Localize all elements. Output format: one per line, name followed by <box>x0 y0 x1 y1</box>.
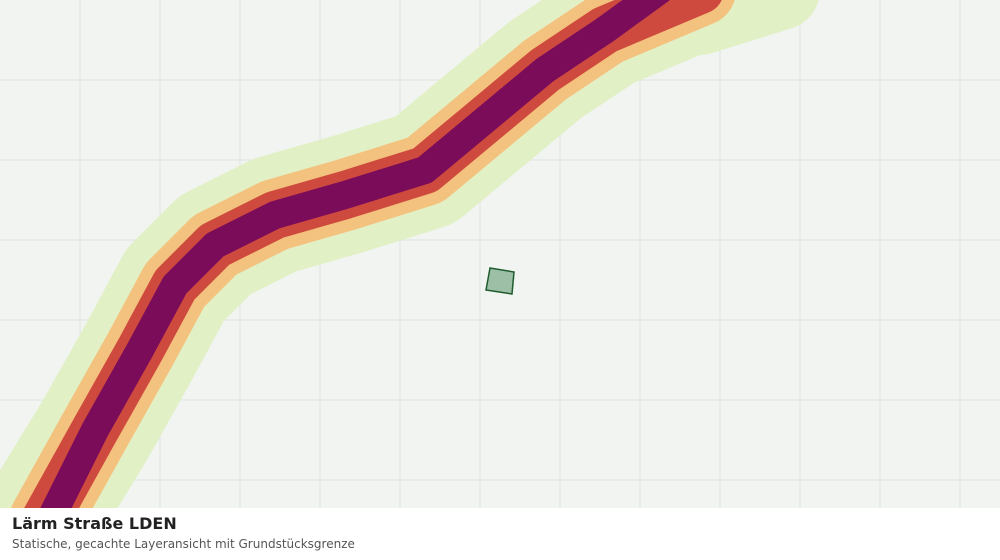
map-subtitle: Statische, gecachte Layeransicht mit Gru… <box>12 537 355 551</box>
noise-band-very-high <box>40 0 670 508</box>
map-title: Lärm Straße LDEN <box>12 514 177 533</box>
parcel-boundary <box>485 267 515 295</box>
noise-bands <box>0 0 819 508</box>
map <box>0 0 1000 508</box>
map-layer <box>0 0 1000 508</box>
footer: Lärm Straße LDEN Statische, gecachte Lay… <box>0 508 1000 560</box>
